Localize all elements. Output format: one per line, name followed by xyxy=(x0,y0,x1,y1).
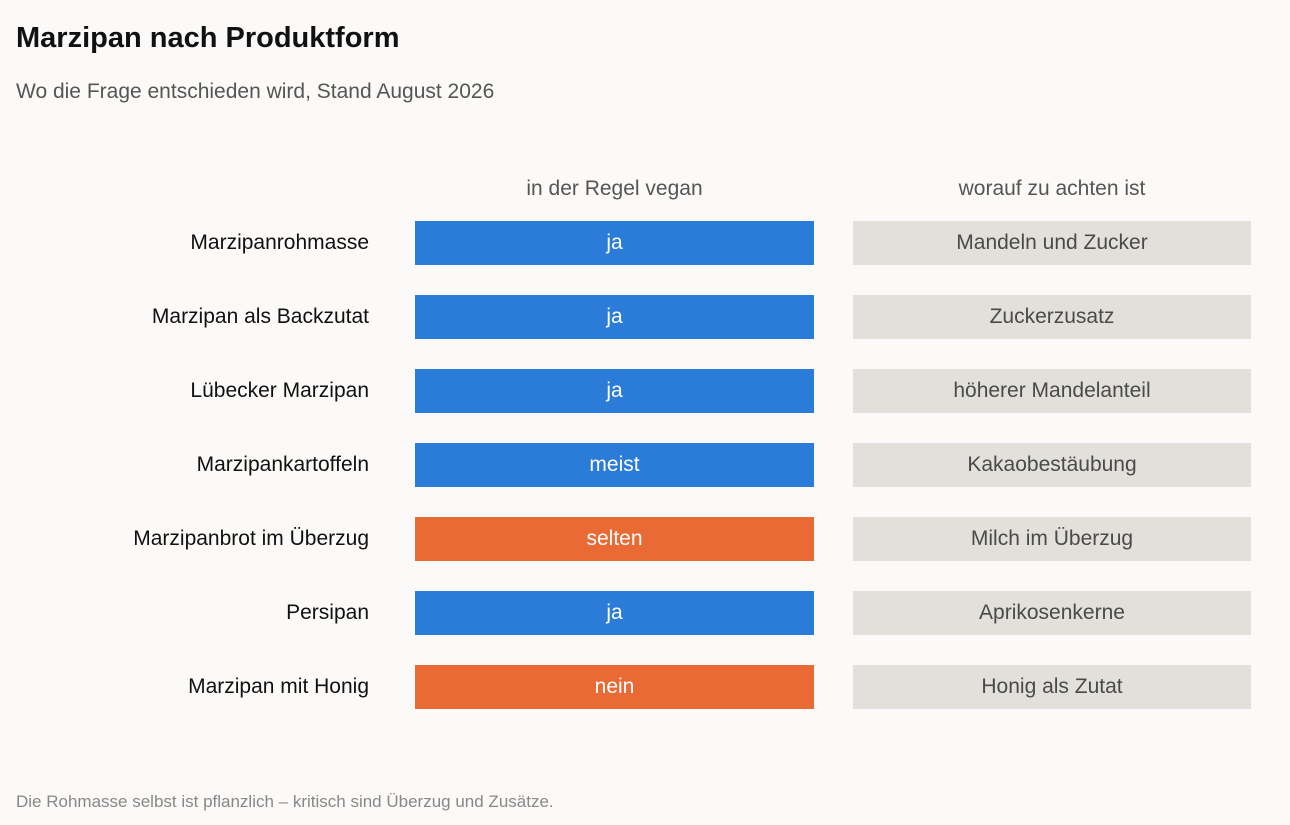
table-row: Marzipan als Backzutat ja Zuckerzusatz xyxy=(0,295,1290,339)
note-cell: Aprikosenkerne xyxy=(853,591,1251,635)
chart-title: Marzipan nach Produktform xyxy=(16,22,400,54)
row-label: Persipan xyxy=(286,601,369,624)
row-label: Marzipanbrot im Überzug xyxy=(133,527,369,550)
status-cell: ja xyxy=(415,369,814,413)
row-label: Marzipan mit Honig xyxy=(188,675,369,698)
table-row: Marzipan mit Honig nein Honig als Zutat xyxy=(0,665,1290,709)
status-cell: ja xyxy=(415,591,814,635)
status-cell: nein xyxy=(415,665,814,709)
chart-subtitle: Wo die Frage entschieden wird, Stand Aug… xyxy=(16,80,495,103)
footnote: Die Rohmasse selbst ist pflanzlich – kri… xyxy=(16,792,554,811)
table-row: Marzipankartoffeln meist Kakaobestäubung xyxy=(0,443,1290,487)
table-row: Marzipanrohmasse ja Mandeln und Zucker xyxy=(0,221,1290,265)
table-row: Persipan ja Aprikosenkerne xyxy=(0,591,1290,635)
row-label: Marzipan als Backzutat xyxy=(151,305,369,328)
note-cell: höherer Mandelanteil xyxy=(853,369,1251,413)
status-cell: ja xyxy=(415,221,814,265)
row-label: Lübecker Marzipan xyxy=(190,379,369,402)
row-label: Marzipanrohmasse xyxy=(190,231,369,254)
note-cell: Milch im Überzug xyxy=(853,517,1251,561)
status-cell: ja xyxy=(415,295,814,339)
table-row: Lübecker Marzipan ja höherer Mandelanteil xyxy=(0,369,1290,413)
column-header-vegan: in der Regel vegan xyxy=(526,177,703,200)
status-cell: selten xyxy=(415,517,814,561)
note-cell: Honig als Zutat xyxy=(853,665,1251,709)
column-header-note: worauf zu achten ist xyxy=(958,177,1146,200)
table-row: Marzipanbrot im Überzug selten Milch im Üb… xyxy=(0,517,1290,561)
status-cell: meist xyxy=(415,443,814,487)
note-cell: Zuckerzusatz xyxy=(853,295,1251,339)
row-label: Marzipankartoffeln xyxy=(196,453,369,476)
note-cell: Kakaobestäubung xyxy=(853,443,1251,487)
note-cell: Mandeln und Zucker xyxy=(853,221,1251,265)
